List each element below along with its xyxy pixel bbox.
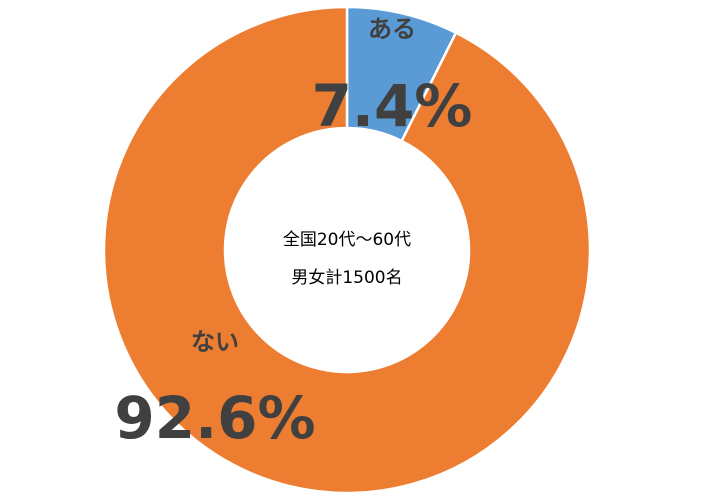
donut xyxy=(102,5,592,495)
wedge xyxy=(102,5,592,495)
center-text: 全国20代～60代 xyxy=(283,230,411,250)
value-label: 92.6% xyxy=(114,384,315,452)
category-label: ある xyxy=(368,15,416,43)
category-label: ない xyxy=(191,328,239,356)
value-label: 7.4% xyxy=(312,72,473,140)
center-text: 男女計1500名 xyxy=(291,268,402,288)
